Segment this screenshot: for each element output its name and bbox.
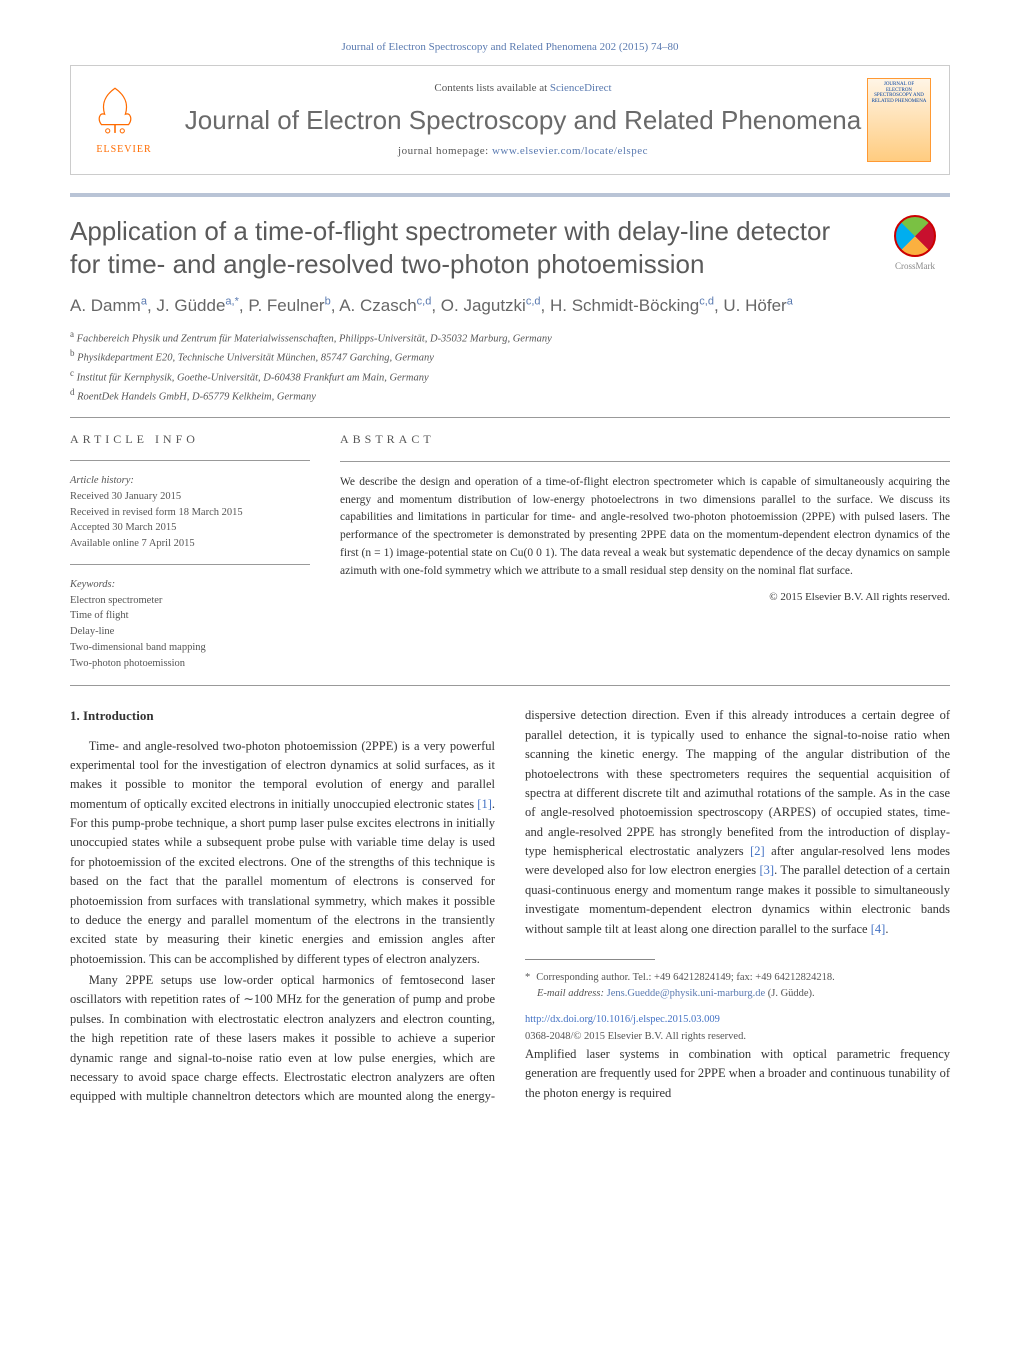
paragraph: Amplified laser systems in combination w…	[525, 1045, 950, 1103]
abstract-label: ABSTRACT	[340, 430, 950, 449]
journal-cover-thumbnail: JOURNAL OF ELECTRON SPECTROSCOPY AND REL…	[867, 78, 931, 162]
article-history: Received 30 January 2015Received in revi…	[70, 489, 310, 552]
copyright: © 2015 Elsevier B.V. All rights reserved…	[340, 589, 950, 606]
article-info-column: ARTICLE INFO Article history: Received 3…	[70, 430, 310, 671]
sciencedirect-link[interactable]: ScienceDirect	[550, 82, 612, 94]
doi-link[interactable]: http://dx.doi.org/10.1016/j.elspec.2015.…	[525, 1014, 720, 1025]
crossmark-badge[interactable]: CrossMark	[880, 215, 950, 273]
journal-header: ELSEVIER Contents lists available at Sci…	[70, 65, 950, 175]
citation-link[interactable]: [2]	[750, 844, 765, 858]
paragraph: Time- and angle-resolved two-photon phot…	[70, 737, 495, 970]
section-heading: 1. Introduction	[70, 706, 495, 726]
abstract-column: ABSTRACT We describe the design and oper…	[340, 430, 950, 671]
running-head: Journal of Electron Spectroscopy and Rel…	[70, 40, 950, 55]
keywords-heading: Keywords:	[70, 579, 115, 590]
corresponding-author-note: *Corresponding author. Tel.: +49 6421282…	[525, 970, 950, 1003]
publisher-logo: ELSEVIER	[89, 83, 159, 157]
issn-line: 0368-2048/© 2015 Elsevier B.V. All right…	[525, 1029, 950, 1045]
journal-homepage-line: journal homepage: www.elsevier.com/locat…	[179, 144, 867, 159]
journal-homepage-link[interactable]: www.elsevier.com/locate/elspec	[492, 145, 648, 157]
publisher-name: ELSEVIER	[89, 143, 159, 157]
corresponding-email-link[interactable]: Jens.Guedde@physik.uni-marburg.de	[607, 988, 766, 999]
elsevier-tree-icon	[89, 83, 141, 135]
citation-link[interactable]: [1]	[477, 797, 492, 811]
citation-link[interactable]: [3]	[760, 863, 775, 877]
history-heading: Article history:	[70, 475, 134, 486]
article-title: Application of a time-of-flight spectrom…	[70, 215, 865, 280]
crossmark-icon	[894, 215, 936, 257]
keywords-list: Electron spectrometerTime of flightDelay…	[70, 593, 310, 672]
citation-link[interactable]: [4]	[871, 922, 886, 936]
divider-rule	[70, 193, 950, 197]
author-list: A. Damma, J. Güddea,*, P. Feulnerb, A. C…	[70, 294, 950, 318]
body-text: 1. Introduction Time- and angle-resolved…	[70, 706, 950, 1106]
abstract-text: We describe the design and operation of …	[340, 474, 950, 581]
journal-name: Journal of Electron Spectroscopy and Rel…	[179, 105, 867, 136]
article-info-label: ARTICLE INFO	[70, 430, 310, 448]
divider	[70, 685, 950, 686]
divider	[70, 417, 950, 418]
contents-lists-line: Contents lists available at ScienceDirec…	[179, 81, 867, 96]
crossmark-label: CrossMark	[880, 260, 950, 273]
affiliations: a Fachbereich Physik und Zentrum für Mat…	[70, 328, 950, 405]
footnote-separator	[525, 959, 655, 960]
